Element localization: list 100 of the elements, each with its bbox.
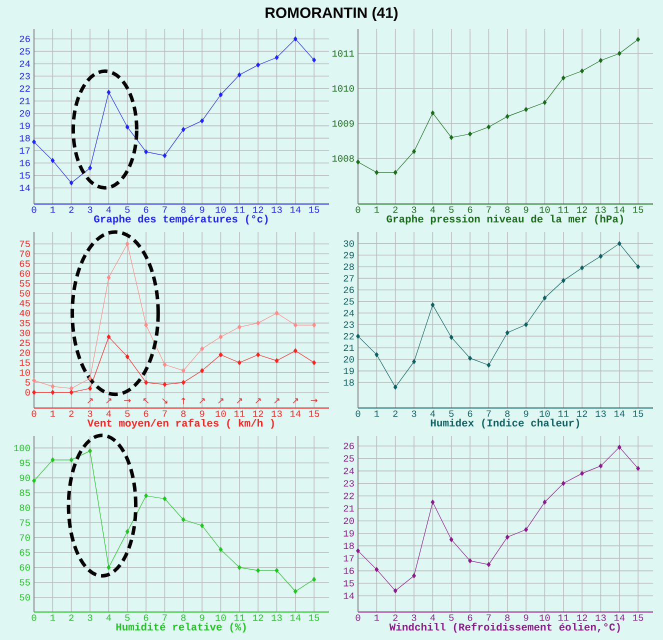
point xyxy=(218,547,223,552)
point xyxy=(181,127,186,132)
point xyxy=(293,36,298,42)
x-tick-label: 1 xyxy=(50,410,56,417)
point xyxy=(412,148,416,154)
y-tick-label: 75 xyxy=(20,519,30,526)
x-tick-label: 12 xyxy=(253,614,264,621)
point xyxy=(162,496,167,502)
annotation: ↗ xyxy=(200,398,205,404)
point xyxy=(449,134,454,140)
x-tick-label: 14 xyxy=(614,410,625,417)
y-tick-label: 80 xyxy=(20,504,30,511)
point xyxy=(486,562,491,568)
annotation: ↗ xyxy=(88,398,93,404)
y-tick-label: 1010 xyxy=(332,85,354,92)
x-tick-label: 8 xyxy=(505,410,510,417)
x-tick-label: 14 xyxy=(614,614,625,621)
annotation: ↗ xyxy=(236,398,242,404)
y-tick-label: 60 xyxy=(20,564,30,571)
point xyxy=(430,500,435,505)
x-tick-label: 15 xyxy=(309,614,320,621)
annotation: ↗ xyxy=(274,398,280,404)
x-tick-label: 3 xyxy=(88,410,92,417)
x-tick-label: 7 xyxy=(486,410,491,417)
x-tick-label: 10 xyxy=(216,614,226,621)
point xyxy=(69,386,74,391)
y-tick-label: 17 xyxy=(20,147,30,154)
x-tick-label: 1 xyxy=(50,614,56,621)
point xyxy=(598,463,603,468)
point xyxy=(237,72,242,78)
y-tick-label: 55 xyxy=(20,280,30,287)
x-tick-label: 5 xyxy=(125,614,130,621)
y-tick-label: 16 xyxy=(20,160,30,166)
annotation: ↗ xyxy=(106,398,112,404)
x-tick-label: 7 xyxy=(162,206,167,213)
x-tick-label: 10 xyxy=(216,206,226,213)
point xyxy=(200,346,204,352)
y-tick-label: 17 xyxy=(344,555,354,562)
x-tick-label: 0 xyxy=(32,410,36,417)
x-tick-label: 4 xyxy=(106,614,112,621)
point xyxy=(274,55,279,60)
x-tick-label: 5 xyxy=(449,614,454,621)
y-tick-label: 35 xyxy=(20,320,30,326)
y-tick-label: 70 xyxy=(20,250,30,257)
y-tick-label: 45 xyxy=(20,300,30,306)
y-tick-label: 24 xyxy=(20,60,30,67)
x-tick-label: 13 xyxy=(596,410,606,417)
x-tick-label: 7 xyxy=(162,410,167,417)
x-tick-label: 8 xyxy=(181,410,186,417)
annotation: ↗ xyxy=(256,398,261,404)
x-tick-label: 8 xyxy=(181,614,186,621)
x-tick-label: 1 xyxy=(374,410,380,417)
y-tick-label: 1008 xyxy=(332,155,354,162)
x-tick-label: 2 xyxy=(69,206,74,213)
x-tick-label: 11 xyxy=(234,206,245,213)
point xyxy=(617,241,622,246)
x-tick-label: 5 xyxy=(125,206,130,213)
annotation: ↗ xyxy=(292,398,298,404)
y-tick-label: 22 xyxy=(344,333,354,340)
x-axis-title: Graphe des températures (°c) xyxy=(94,214,268,225)
point xyxy=(356,159,360,164)
x-tick-label: 2 xyxy=(393,410,398,417)
y-tick-label: 23 xyxy=(344,480,354,487)
x-tick-label: 14 xyxy=(614,206,625,213)
point xyxy=(218,92,223,98)
y-tick-label: 100 xyxy=(14,444,30,452)
y-tick-label: 40 xyxy=(20,310,30,316)
y-tick-label: 26 xyxy=(344,286,354,294)
point xyxy=(274,358,279,364)
point xyxy=(50,457,55,462)
point xyxy=(598,58,603,63)
x-tick-label: 12 xyxy=(577,614,588,621)
x-tick-label: 12 xyxy=(577,410,588,417)
y-tick-label: 50 xyxy=(20,290,30,297)
point xyxy=(125,241,130,246)
point xyxy=(617,50,622,56)
x-axis-title: Windchill (Refroidissement éolien,°C) xyxy=(389,622,620,633)
point xyxy=(561,75,566,80)
point xyxy=(617,444,622,450)
point xyxy=(505,330,510,336)
x-tick-label: 15 xyxy=(633,206,644,213)
y-tick-label: 18 xyxy=(20,134,30,142)
y-tick-label: 26 xyxy=(20,36,30,42)
point xyxy=(524,322,528,328)
point xyxy=(181,368,186,374)
chart-title: ROMORANTIN (41) xyxy=(266,7,398,21)
point xyxy=(449,537,454,542)
point xyxy=(486,362,491,368)
annotation: ↖ xyxy=(144,398,149,404)
point xyxy=(374,170,379,175)
point xyxy=(256,320,260,326)
x-axis-title: Humidex (Indice chaleur) xyxy=(430,418,580,429)
point xyxy=(181,380,186,385)
point xyxy=(256,62,260,68)
y-tick-label: 20 xyxy=(20,350,30,356)
annotation: → xyxy=(310,398,318,402)
point xyxy=(636,264,640,270)
point xyxy=(274,310,279,316)
y-tick-label: 28 xyxy=(344,264,354,270)
y-tick-label: 14 xyxy=(344,592,354,599)
